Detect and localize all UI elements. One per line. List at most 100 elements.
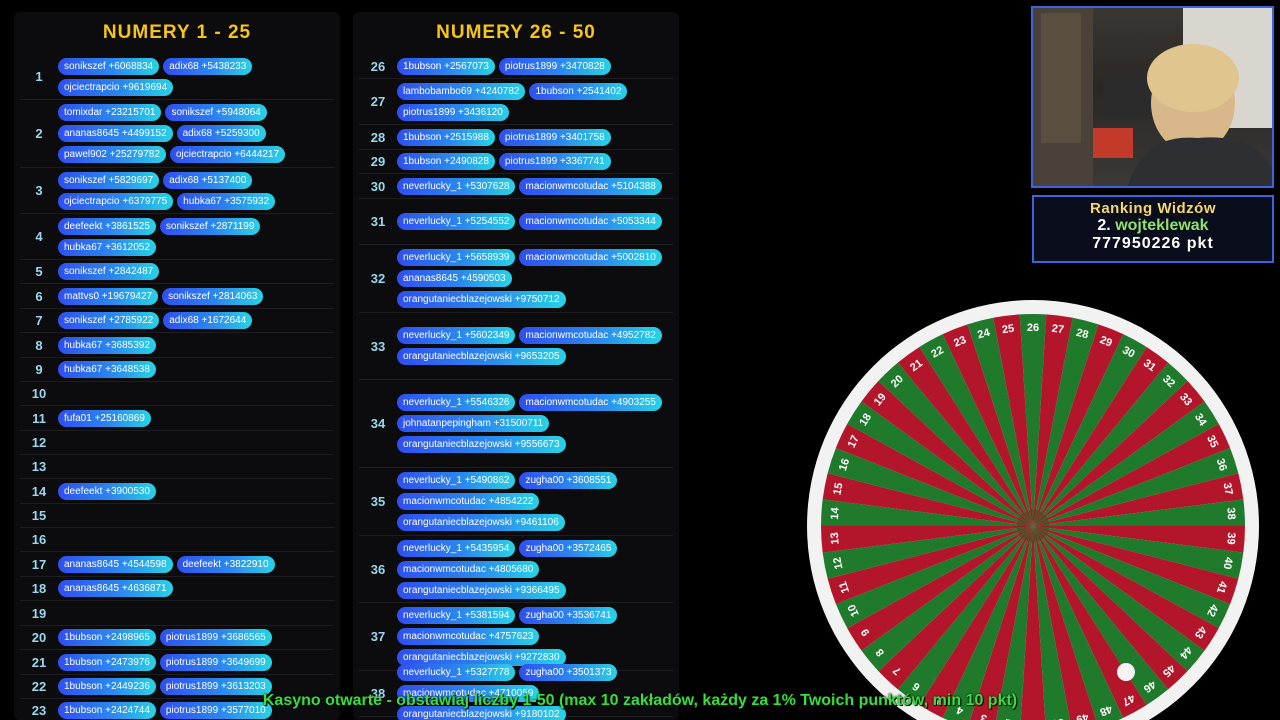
wheel-number-label: 27 xyxy=(1051,323,1065,336)
wheel-segment xyxy=(827,447,1033,526)
wheel-number-label: 1 xyxy=(1030,718,1036,720)
wheel-number-label: 35 xyxy=(1204,434,1220,450)
bet-chip: orangutaniecblazejowski +9272830 xyxy=(397,649,566,666)
bets-list: 26 1bubson +2567073 piotrus1899 +3470828 27… xyxy=(353,54,679,720)
bet-chip: adix68 +5438233 xyxy=(163,57,253,75)
wheel-segment xyxy=(1033,473,1244,526)
wheel-segment xyxy=(1033,526,1231,629)
number-label: 14 xyxy=(31,483,47,499)
ranking-username: wojteklewak xyxy=(1115,217,1209,234)
wheel-number-label: 15 xyxy=(831,482,845,496)
wheel-number-label: 2 xyxy=(1004,716,1012,720)
wheel-number-label: 28 xyxy=(1075,327,1090,342)
numbers-panel-26-50: NUMERY 26 - 50 26 1bubson +2567073 piotrus… xyxy=(353,12,679,720)
bet-chip: orangutaniecblazejowski +9461106 xyxy=(397,514,565,531)
bet-chip: piotrus1899 +3686565 xyxy=(159,629,272,646)
wheel-segment xyxy=(1033,401,1219,526)
bet-chip: neverlucky_1 +5381594 xyxy=(397,607,516,624)
bet-chip: deefeekt +3900530 xyxy=(58,482,156,500)
number-label: 4 xyxy=(35,229,43,244)
wheel-number-label: 5 xyxy=(932,693,943,706)
roulette-wheel: 26 27 28 2930313233343536373839404142434445… xyxy=(807,300,1259,720)
number-label: 19 xyxy=(31,605,47,621)
number-row: 1 sonikszef +6068834 adix68 +5438233 ojciec… xyxy=(20,54,334,100)
bet-chip: neverlucky_1 +5327778 xyxy=(397,664,516,681)
number-row: 29 1bubson +2490828 piotrus1899 +3367741 xyxy=(359,150,673,174)
number-label: 23 xyxy=(31,703,47,718)
wheel-number-label: 43 xyxy=(1192,624,1209,641)
bet-chip: ojciectrapcio +6379775 xyxy=(58,192,174,210)
bet-chip: hubka67 +3575932 xyxy=(177,192,276,210)
bet-chip: 1bubson +2449236 xyxy=(58,678,156,695)
number-label: 17 xyxy=(31,556,47,572)
wheel-segment xyxy=(822,526,1033,579)
bet-chip: neverlucky_1 +5254552 xyxy=(397,213,516,230)
wheel-segment xyxy=(861,380,1033,526)
number-row: 19 xyxy=(20,601,334,626)
wheel-segment xyxy=(835,526,1033,629)
ranking-position: 2. xyxy=(1097,217,1111,234)
bet-chip: 1bubson +2567073 xyxy=(397,57,495,75)
wheel-segment xyxy=(1033,347,1169,526)
bet-chip: adix68 +5259300 xyxy=(176,125,266,142)
wheel-segment xyxy=(835,423,1033,526)
bet-chips: mattvs0 +19679427 sonikszef +2814063 xyxy=(58,287,318,305)
bet-chip: neverlucky_1 +5658939 xyxy=(397,249,516,266)
webcam-image xyxy=(1033,8,1272,186)
wheel-segment xyxy=(1020,526,1046,720)
wheel-number-label: 50 xyxy=(1051,716,1065,720)
number-label: 10 xyxy=(31,386,47,401)
wheel-segment xyxy=(919,334,1033,526)
wheel-number-label: 17 xyxy=(846,434,862,450)
wheel-number-label: 13 xyxy=(829,532,842,545)
bet-chip: orangutaniecblazejowski +9556673 xyxy=(397,436,566,453)
number-row: 12 xyxy=(20,431,334,455)
wheel-segment xyxy=(1033,317,1099,526)
bet-chips: deefeekt +3861525 sonikszef +2871199 hubka… xyxy=(58,217,318,256)
wheel-number-label: 18 xyxy=(857,411,874,428)
bet-chip: deefeekt +3861525 xyxy=(58,217,156,235)
wheel-segment xyxy=(822,473,1033,526)
bet-chip: orangutaniecblazejowski +9180102 xyxy=(397,706,566,720)
wheel-segment xyxy=(847,526,1033,651)
number-label: 22 xyxy=(31,679,47,694)
bet-chip: hubka67 +3612052 xyxy=(58,238,156,256)
bet-chip: neverlucky_1 +5490862 xyxy=(397,472,516,489)
wheel-number-label: 3 xyxy=(979,711,988,720)
number-row: 17 ananas8645 +4544598 deefeekt +3822910 xyxy=(20,552,334,577)
bet-chips: 1bubson +2498965 piotrus1899 +3686565 xyxy=(58,629,318,646)
bet-chips: neverlucky_1 +5546326 macionwmcotudac +49… xyxy=(397,394,667,453)
bet-chip: piotrus1899 +3436120 xyxy=(397,103,509,121)
bet-chips: fufa01 +25160869 xyxy=(58,409,318,427)
panel-title: NUMERY 1 - 25 xyxy=(102,22,252,43)
bet-chip: sonikszef +6068834 xyxy=(58,57,160,75)
bet-chip: macionwmcotudac +4952782 xyxy=(519,327,662,344)
wheel-number-label: 29 xyxy=(1098,334,1114,350)
bet-chips: neverlucky_1 +5602349 macionwmcotudac +49… xyxy=(397,327,667,365)
bet-chip: piotrus1899 +3470828 xyxy=(498,57,611,75)
wheel-segment xyxy=(942,526,1033,720)
bet-chip: neverlucky_1 +5546326 xyxy=(397,394,516,411)
wheel-segment xyxy=(897,526,1033,705)
number-row: 21 1bubson +2473976 piotrus1899 +3649699 xyxy=(20,650,334,675)
webcam-feed xyxy=(1031,6,1274,188)
ranking-points: 777950226 pkt xyxy=(1092,235,1214,252)
number-row: 8 hubka67 +3685392 xyxy=(20,333,334,358)
wheel-number-label: 9 xyxy=(859,626,872,638)
wheel-segment xyxy=(1033,526,1124,720)
wheel-number-label: 26 xyxy=(1027,322,1039,334)
bet-chip: macionwmcotudac +4710059 xyxy=(397,685,540,702)
bet-chip: piotrus1899 +3401758 xyxy=(498,128,611,146)
bet-chip: 1bubson +2473976 xyxy=(58,653,156,671)
number-row: 37 neverlucky_1 +5381594 zugha00 +3536741 m… xyxy=(359,603,673,671)
number-label: 31 xyxy=(370,214,386,229)
bet-chips: tomixdar +23215701 sonikszef +5948064 anan… xyxy=(58,104,318,163)
number-row: 14 deefeekt +3900530 xyxy=(20,479,334,504)
bet-chip: hubka67 +3685392 xyxy=(58,336,156,354)
number-label: 8 xyxy=(35,337,43,353)
wheel-number-label: 47 xyxy=(1120,691,1137,707)
bet-chip: hubka67 +3648538 xyxy=(58,361,156,378)
roulette-ball xyxy=(1117,663,1135,681)
bet-chip: macionwmcotudac +4757623 xyxy=(397,628,540,645)
bet-chip: sonikszef +2842487 xyxy=(58,263,160,280)
